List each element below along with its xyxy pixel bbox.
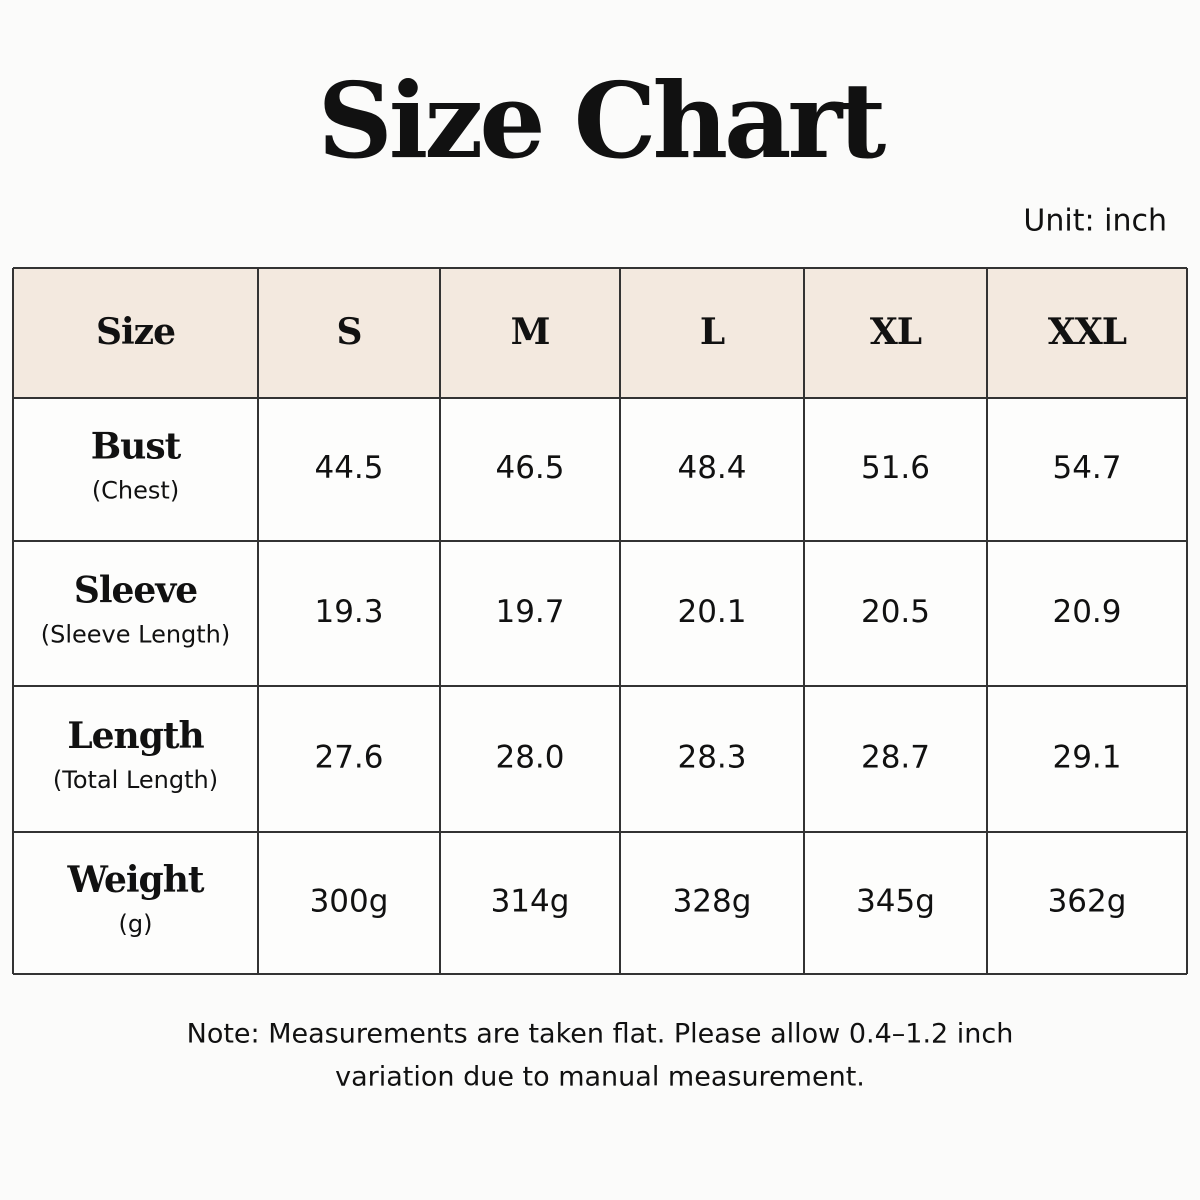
row-sublabel: (Total Length): [53, 766, 218, 794]
row-label: Sleeve: [74, 570, 197, 612]
value-cell: 28.7: [861, 740, 930, 776]
value-cell: 328g: [673, 884, 752, 920]
note-line: Note: Measurements are taken flat. Pleas…: [187, 1019, 1014, 1050]
value-cell: 51.6: [861, 450, 930, 486]
header-cell: S: [337, 311, 362, 353]
value-cell: 44.5: [314, 450, 383, 486]
value-cell: 300g: [310, 884, 389, 920]
value-cell: 362g: [1048, 884, 1127, 920]
value-cell: 29.1: [1052, 740, 1121, 776]
header-cell: XXL: [1048, 311, 1127, 353]
value-cell: 27.6: [314, 740, 383, 776]
size-table: Size S M L XL XXL Bust (Chest) 44.5 46.5 48.4 51.6 5…: [12, 267, 1188, 975]
header-cell: M: [511, 311, 550, 353]
header-background: [13, 268, 1187, 398]
row-label: Length: [67, 715, 204, 757]
header-cell: L: [700, 311, 725, 353]
unit: Unit: inch: [1023, 204, 1167, 239]
value-cell: 46.5: [495, 450, 564, 486]
value-cell: 28.3: [677, 740, 746, 776]
row-label: Bust: [91, 426, 182, 468]
title: Size Chart: [318, 59, 887, 182]
note-line: variation due to manual measurement.: [335, 1062, 865, 1093]
value-cell: 20.9: [1052, 594, 1121, 630]
value-cell: 345g: [856, 884, 935, 920]
value-cell: 19.3: [314, 594, 383, 630]
row-label: Weight: [66, 859, 204, 901]
value-cell: 19.7: [495, 594, 564, 630]
row-sublabel: (g): [119, 910, 153, 938]
value-cell: 28.0: [495, 740, 564, 776]
value-cell: 54.7: [1052, 450, 1121, 486]
row-sublabel: (Sleeve Length): [41, 621, 231, 649]
value-cell: 20.5: [861, 594, 930, 630]
value-cell: 20.1: [677, 594, 746, 630]
header-cell: XL: [870, 311, 922, 353]
row-sublabel: (Chest): [92, 477, 179, 505]
value-cell: 48.4: [677, 450, 746, 486]
header-cell: Size: [96, 311, 175, 353]
value-cell: 314g: [491, 884, 570, 920]
